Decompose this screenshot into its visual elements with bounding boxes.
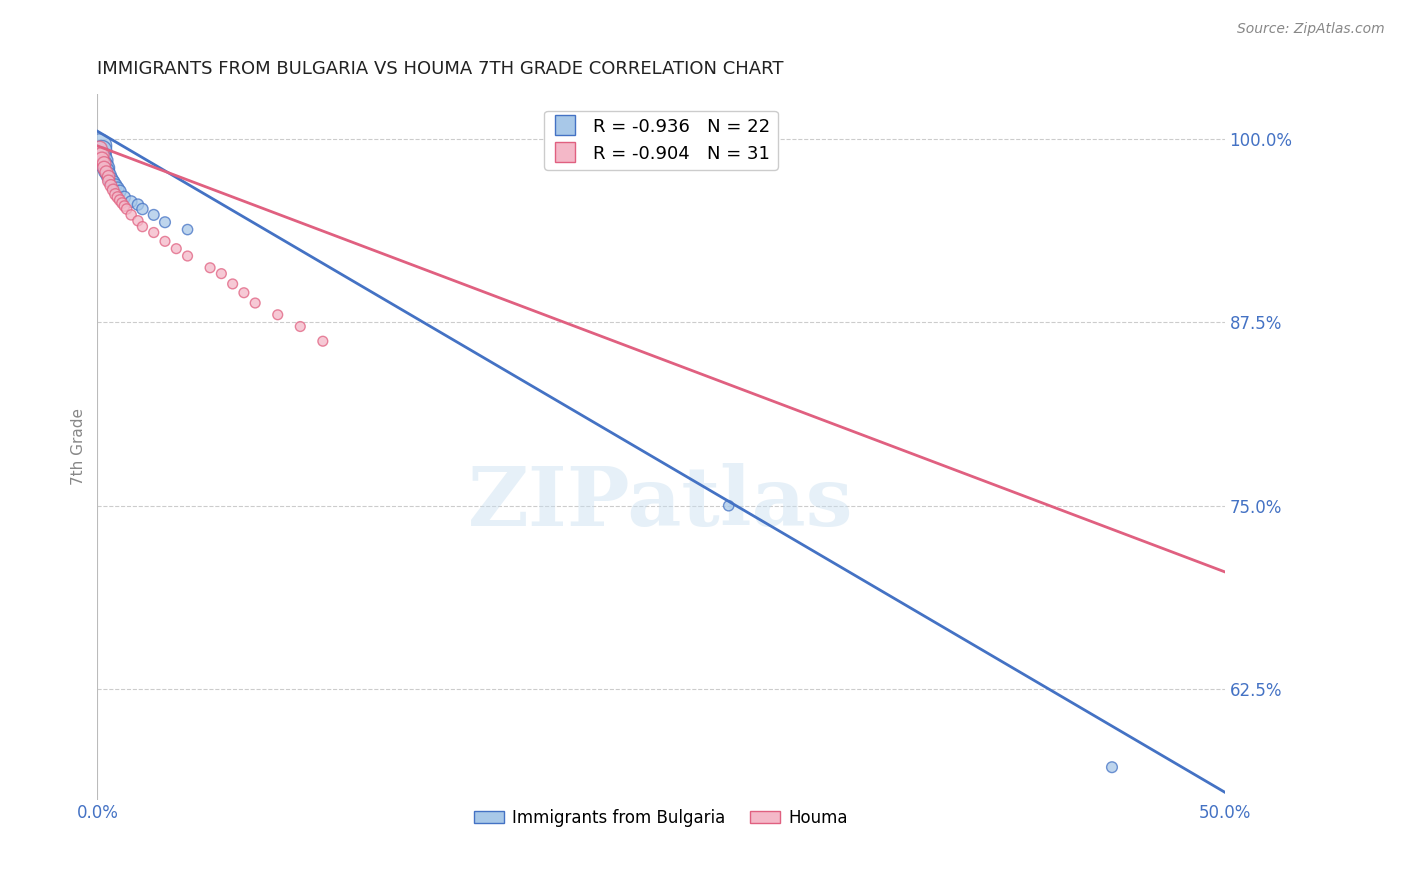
Point xyxy=(97,169,120,184)
Point xyxy=(89,139,111,153)
Point xyxy=(93,153,115,168)
Point xyxy=(107,190,129,204)
Point xyxy=(209,267,232,281)
Point xyxy=(267,308,290,322)
Point xyxy=(120,208,142,222)
Point xyxy=(131,202,153,216)
Legend: Immigrants from Bulgaria, Houma: Immigrants from Bulgaria, Houma xyxy=(467,802,855,833)
Point xyxy=(96,161,118,175)
Point xyxy=(104,187,127,202)
Point xyxy=(176,222,198,236)
Point xyxy=(93,158,115,172)
Point xyxy=(290,319,312,334)
Point xyxy=(142,208,165,222)
Point xyxy=(312,334,335,349)
Point xyxy=(112,190,135,204)
Point xyxy=(90,143,112,157)
Point xyxy=(1101,760,1123,774)
Point xyxy=(108,185,131,199)
Text: ZIPatlas: ZIPatlas xyxy=(468,463,853,543)
Point xyxy=(111,196,134,211)
Point xyxy=(101,183,124,197)
Point xyxy=(717,499,740,513)
Point xyxy=(100,178,122,193)
Text: Source: ZipAtlas.com: Source: ZipAtlas.com xyxy=(1237,22,1385,37)
Point xyxy=(198,260,221,275)
Point xyxy=(101,176,124,190)
Point xyxy=(90,147,112,161)
Point xyxy=(127,197,149,211)
Point xyxy=(90,152,112,166)
Point xyxy=(176,249,198,263)
Point xyxy=(108,193,131,207)
Point xyxy=(90,149,112,163)
Point xyxy=(232,285,254,300)
Y-axis label: 7th Grade: 7th Grade xyxy=(72,409,86,485)
Point xyxy=(93,156,115,170)
Point xyxy=(165,242,187,256)
Point xyxy=(97,174,120,188)
Point xyxy=(89,142,111,156)
Text: IMMIGRANTS FROM BULGARIA VS HOUMA 7TH GRADE CORRELATION CHART: IMMIGRANTS FROM BULGARIA VS HOUMA 7TH GR… xyxy=(97,60,785,78)
Point xyxy=(96,164,118,178)
Point xyxy=(153,235,176,249)
Point xyxy=(112,199,135,213)
Point xyxy=(96,165,118,179)
Point xyxy=(243,296,266,310)
Point xyxy=(127,213,149,227)
Point xyxy=(142,226,165,240)
Point xyxy=(221,277,243,291)
Point xyxy=(104,178,127,193)
Point xyxy=(131,219,153,234)
Point xyxy=(93,161,115,175)
Point xyxy=(153,215,176,229)
Point xyxy=(115,202,138,216)
Point xyxy=(97,168,120,182)
Point xyxy=(100,172,122,186)
Point xyxy=(107,181,129,195)
Point xyxy=(120,194,142,209)
